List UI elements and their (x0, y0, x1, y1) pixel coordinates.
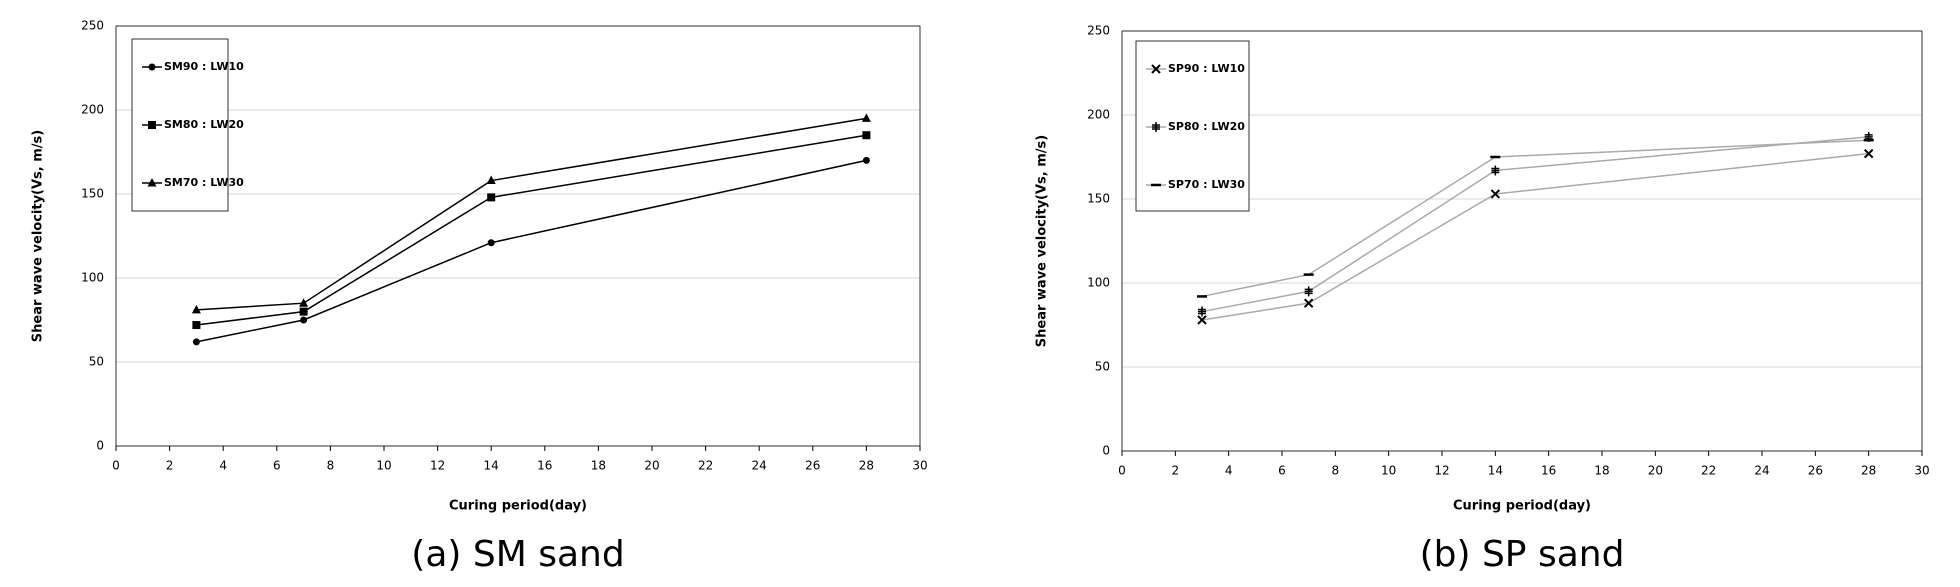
x-tick-label: 30 (1914, 464, 1929, 478)
plot-frame (115, 25, 921, 447)
y-axis-title: Shear wave velocity(Vs, m/s) (31, 130, 46, 342)
marker (191, 304, 201, 314)
marker (1863, 148, 1874, 159)
x-tick-label: 12 (430, 459, 445, 473)
y-tick-label: 200 (1087, 108, 1110, 122)
x-tick-label: 4 (1225, 464, 1233, 478)
x-tick-label: 14 (484, 459, 499, 473)
x-tick-label: 20 (644, 459, 659, 473)
x-tick-label: 24 (1754, 464, 1769, 478)
x-tick-label: 12 (1434, 464, 1449, 478)
caption: (b) SP sand (1420, 534, 1625, 575)
x-tick-label: 28 (1861, 464, 1876, 478)
y-tick-label: 150 (1087, 192, 1110, 206)
x-tick-label: 26 (1808, 464, 1823, 478)
series-line (196, 159, 867, 343)
marker (1490, 189, 1501, 199)
marker (1198, 306, 1206, 317)
y-tick-label: 0 (1102, 444, 1110, 458)
x-tick-label: 6 (273, 459, 281, 473)
marker (147, 178, 157, 187)
marker (1197, 315, 1207, 325)
y-tick-label: 50 (89, 355, 104, 369)
marker (861, 113, 871, 122)
marker (148, 121, 156, 129)
x-tick-label: 10 (376, 459, 391, 473)
legend-label: SP70 : LW30 (1168, 178, 1245, 191)
caption: (a) SM sand (411, 534, 624, 575)
x-tick-label: 22 (698, 459, 713, 473)
legend-label: SP90 : LW10 (1168, 62, 1245, 75)
x-tick-label: 14 (1488, 464, 1503, 478)
x-tick-label: 0 (1118, 464, 1126, 478)
marker (1864, 131, 1873, 142)
y-tick-label: 250 (81, 19, 104, 33)
marker (1152, 122, 1160, 132)
marker (148, 63, 156, 71)
x-axis-title: Curing period(day) (449, 499, 587, 514)
y-tick-label: 200 (81, 103, 104, 117)
marker (862, 156, 870, 164)
x-tick-label: 2 (166, 459, 174, 473)
y-tick-label: 250 (1087, 24, 1110, 38)
x-tick-label: 22 (1701, 464, 1716, 478)
marker (487, 193, 496, 202)
x-tick-label: 24 (752, 459, 767, 473)
legend-label: SM80 : LW20 (164, 118, 244, 131)
marker (192, 338, 200, 346)
x-tick-label: 18 (1594, 464, 1609, 478)
series-line (1201, 152, 1869, 321)
marker (299, 307, 308, 316)
x-tick-label: 0 (112, 459, 120, 473)
marker (1151, 64, 1161, 74)
marker (300, 316, 308, 324)
y-tick-label: 100 (81, 271, 104, 285)
y-tick-label: 0 (96, 439, 104, 453)
legend-label: SM90 : LW10 (164, 60, 244, 73)
x-tick-label: 18 (591, 459, 606, 473)
x-tick-label: 10 (1381, 464, 1396, 478)
x-tick-label: 30 (912, 459, 927, 473)
legend-label: SP80 : LW20 (1168, 120, 1245, 133)
x-tick-label: 26 (805, 459, 820, 473)
y-tick-label: 100 (1087, 276, 1110, 290)
series-line (196, 117, 867, 311)
marker (1304, 286, 1313, 297)
x-tick-label: 8 (327, 459, 335, 473)
x-tick-label: 2 (1172, 464, 1180, 478)
marker (486, 175, 496, 185)
x-tick-label: 8 (1332, 464, 1340, 478)
series-line (196, 134, 867, 326)
marker (192, 321, 201, 330)
series-line (1201, 139, 1869, 298)
x-tick-label: 20 (1648, 464, 1663, 478)
y-axis-title: Shear wave velocity(Vs, m/s) (1035, 135, 1050, 347)
marker (1491, 165, 1500, 176)
plot-frame (1121, 30, 1923, 452)
x-tick-label: 4 (219, 459, 227, 473)
marker (299, 298, 309, 307)
y-tick-label: 50 (1095, 360, 1110, 374)
marker (862, 131, 871, 140)
x-tick-label: 6 (1278, 464, 1286, 478)
x-tick-label: 28 (859, 459, 874, 473)
marker (487, 239, 495, 247)
y-tick-label: 150 (81, 187, 104, 201)
x-tick-label: 16 (1541, 464, 1556, 478)
legend-label: SM70 : LW30 (164, 176, 244, 189)
x-tick-label: 16 (537, 459, 552, 473)
series-line (1201, 136, 1869, 313)
x-axis-title: Curing period(day) (1453, 499, 1591, 514)
marker (1303, 298, 1314, 308)
